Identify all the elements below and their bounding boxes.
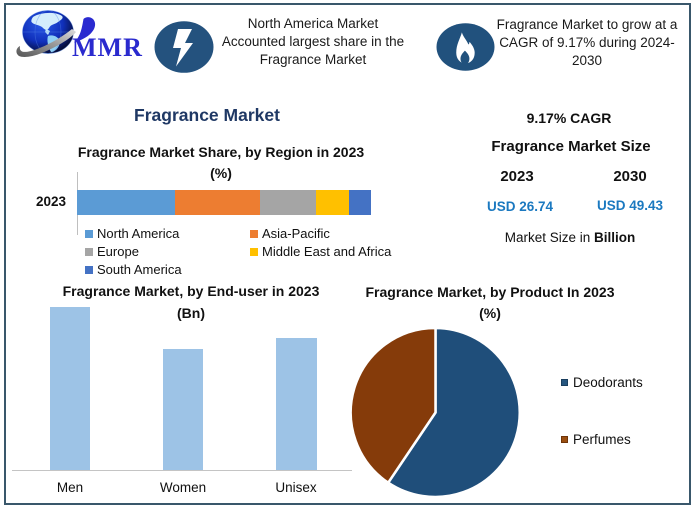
svg-text:MMR: MMR [72, 33, 143, 62]
